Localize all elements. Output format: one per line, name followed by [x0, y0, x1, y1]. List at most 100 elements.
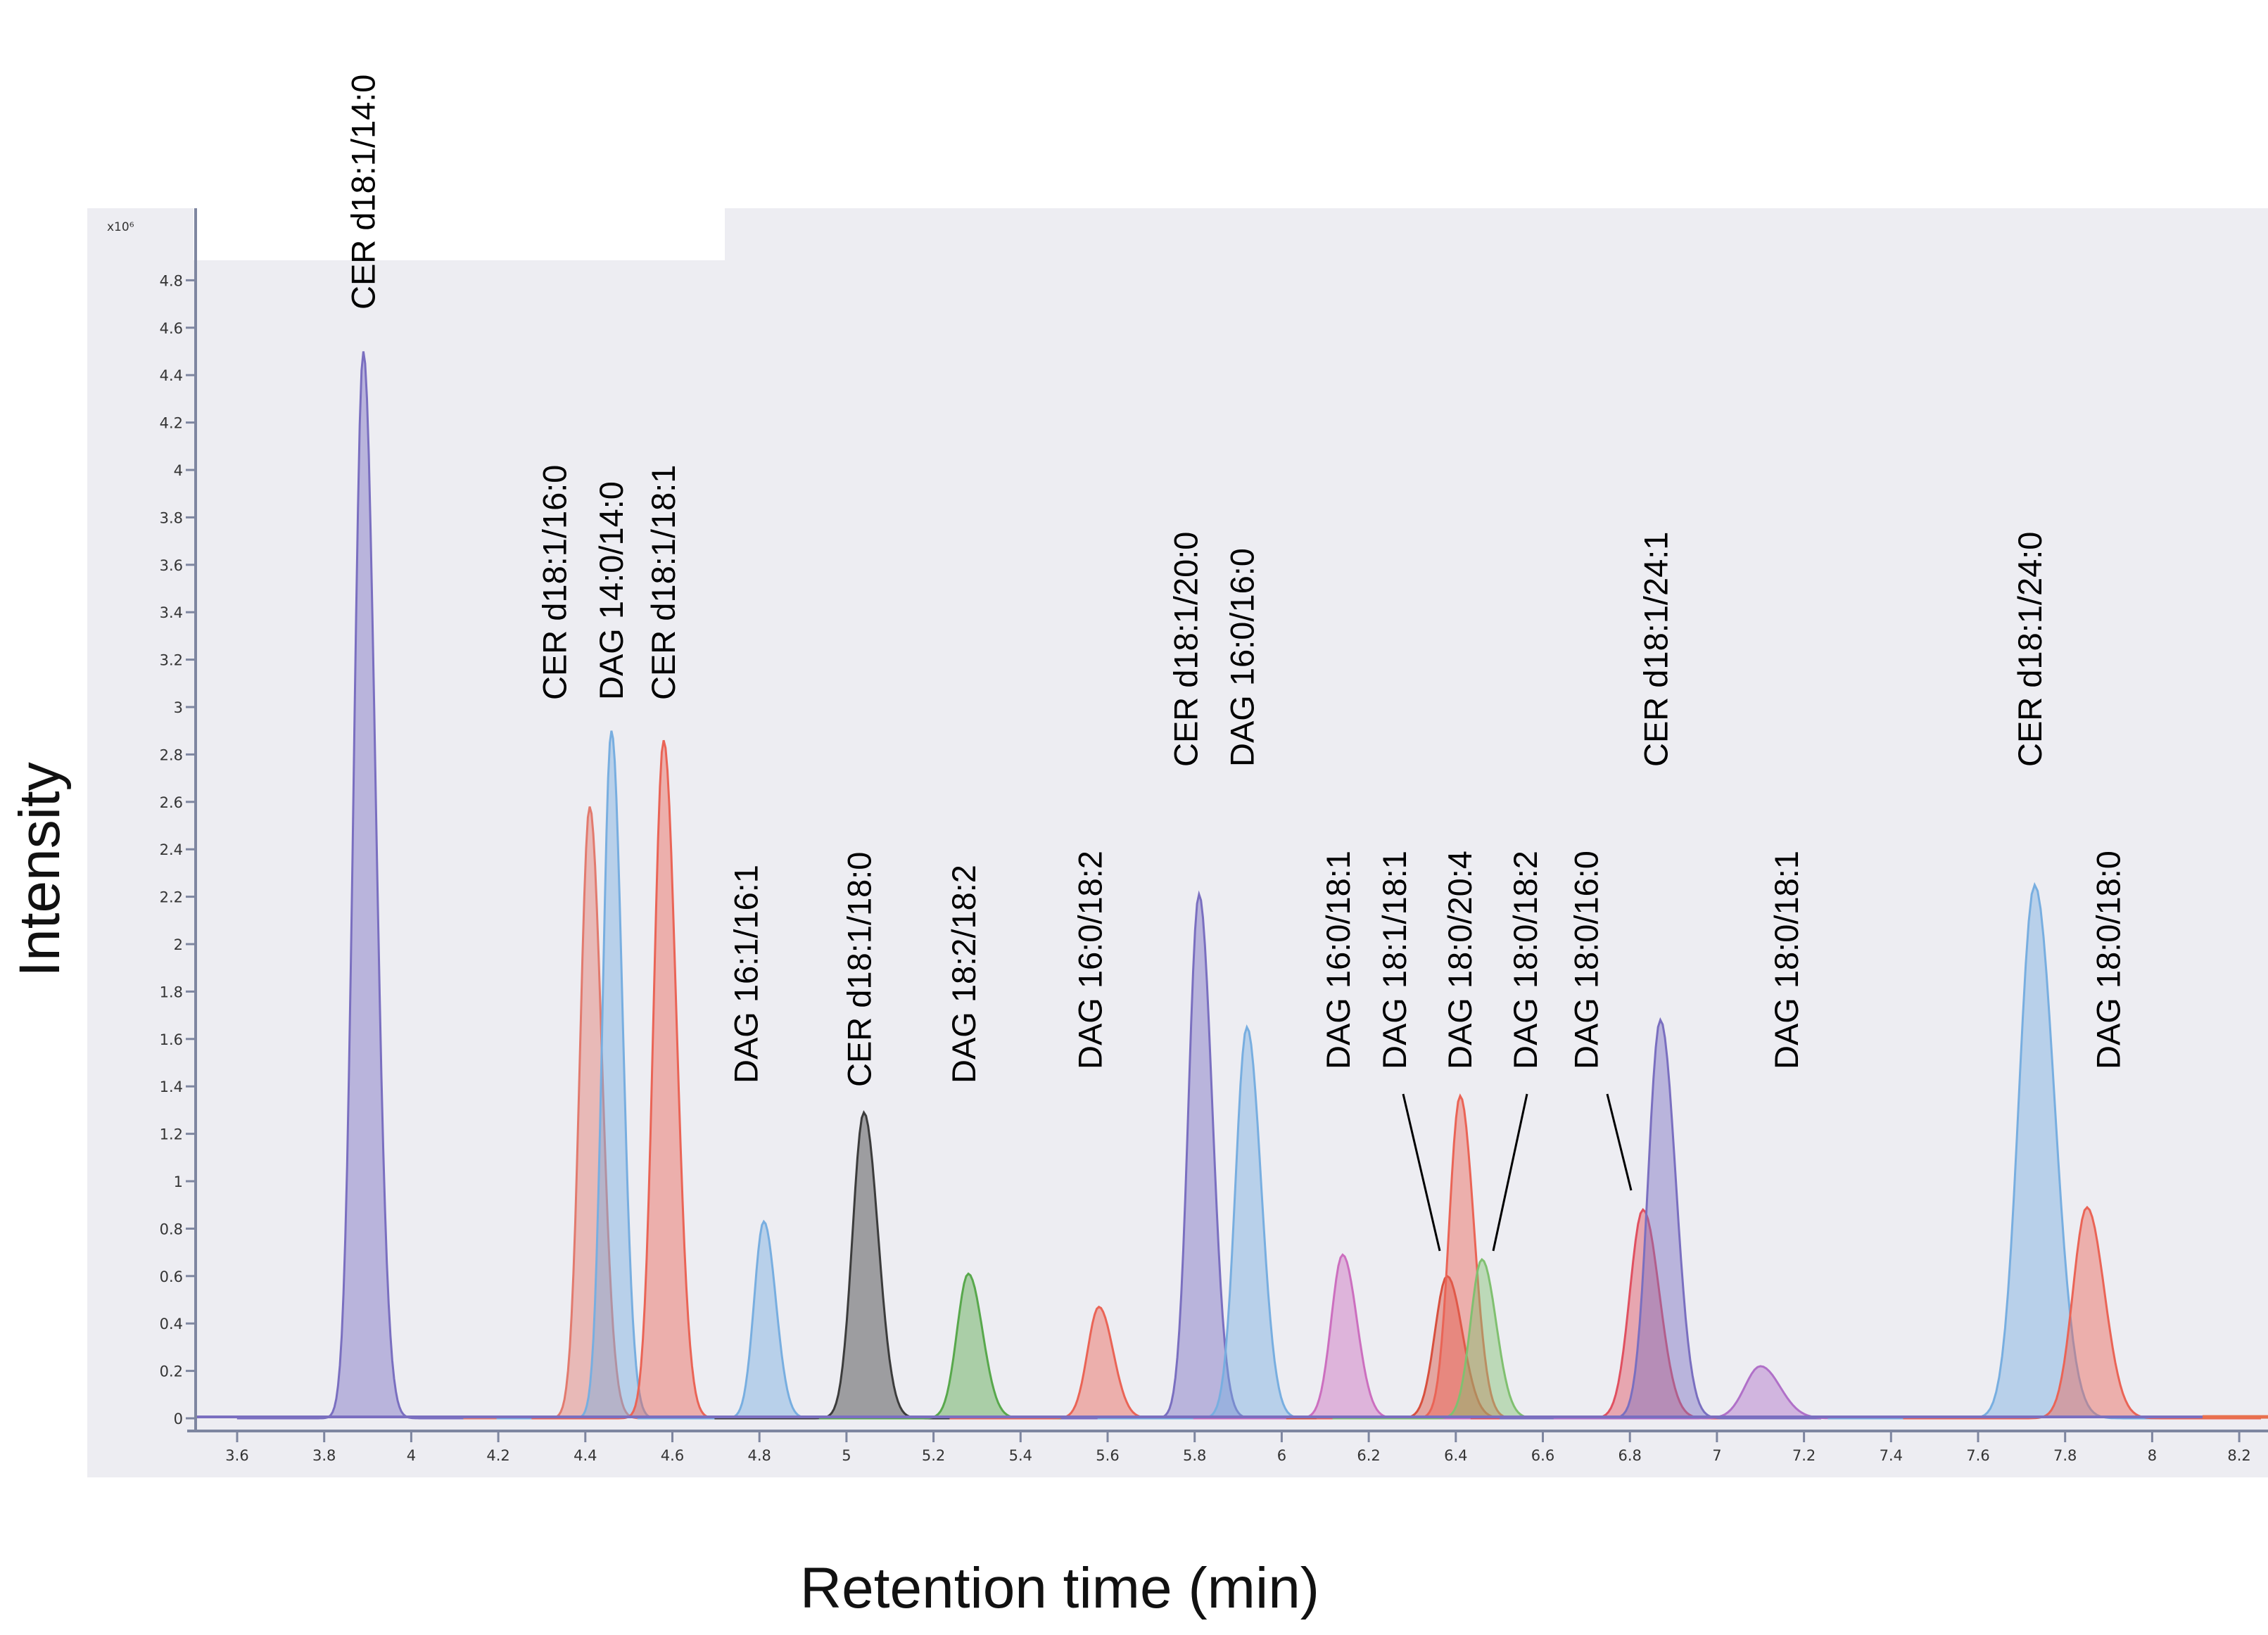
y-tick-label: 4.4 [160, 367, 183, 384]
peak-label: CER d18:1/14:0 [344, 75, 381, 310]
x-tick-label: 7.8 [2053, 1447, 2077, 1464]
x-tick-label: 3.6 [225, 1447, 248, 1464]
peak-label: CER d18:1/16:0 [536, 465, 574, 700]
peak-label: CER d18:1/20:0 [1167, 532, 1204, 767]
y-tick-label: 1.2 [160, 1126, 183, 1143]
peak-fill [637, 1221, 890, 1418]
peak-fill [463, 806, 716, 1418]
y-tick-label: 1 [174, 1173, 183, 1190]
peak-label: DAG 16:0/18:2 [1071, 851, 1108, 1069]
x-tick-label: 7.6 [1966, 1447, 1989, 1464]
x-tick-label: 4.2 [486, 1447, 509, 1464]
peak-fill [1827, 884, 2242, 1418]
leader-lines [1402, 1093, 1633, 1252]
peak-fill [949, 1306, 1248, 1418]
peak-label: DAG 18:0/20:4 [1441, 851, 1478, 1069]
y-tick-label: 0 [174, 1411, 183, 1427]
x-tick-label: 7 [1712, 1447, 1721, 1464]
peak-label: DAG 16:1/16:1 [728, 865, 765, 1083]
y-tick-label: 0.4 [160, 1316, 183, 1332]
peak-fill [1316, 1095, 1604, 1418]
x-tick-label: 5.2 [922, 1447, 945, 1464]
peak-fill [1193, 1254, 1493, 1418]
peak-label: CER d18:1/24:0 [2011, 532, 2048, 767]
y-axis-title: Intensity [8, 762, 72, 976]
peak-label: DAG 18:0/16:0 [1567, 851, 1604, 1069]
peak-fill [1499, 1019, 1822, 1418]
x-tick-label: 6.8 [1618, 1447, 1641, 1464]
peak-label: DAG 18:0/18:2 [1507, 851, 1544, 1069]
y-tick-label: 0.6 [160, 1268, 183, 1285]
peak-label: DAG 16:0/16:0 [1224, 548, 1261, 767]
y-tick-label: 1.4 [160, 1079, 183, 1095]
x-tick-label: 6.2 [1357, 1447, 1380, 1464]
y-tick-label: 3.6 [160, 557, 183, 574]
x-tick-label: 7.4 [1880, 1447, 1903, 1464]
peak-fill [1553, 1366, 1968, 1418]
x-tick-label: 4.6 [661, 1447, 684, 1464]
x-tick-label: 8.2 [2227, 1447, 2250, 1464]
peaks-layer [196, 351, 2268, 1420]
y-tick-label: 3.2 [160, 652, 183, 669]
peak-fill [1097, 1027, 1397, 1418]
y-tick-label: 1.8 [160, 984, 183, 1000]
y-tick-label: 3.8 [160, 509, 183, 526]
peak-label: DAG 18:0/18:0 [2090, 851, 2127, 1069]
y-tick-label: 2.2 [160, 889, 183, 906]
plot-header-patch [194, 197, 725, 260]
leader-line [1492, 1093, 1528, 1252]
peak-label: CER d18:1/24:1 [1637, 532, 1674, 767]
peak-fill [1470, 1209, 1816, 1418]
y-tick-label: 2.6 [160, 794, 183, 811]
y-tick-label: 4 [174, 462, 183, 479]
plot-area [87, 208, 2268, 1477]
y-tick-label: 3 [174, 699, 183, 716]
peak-fill [496, 730, 727, 1418]
peak-fill [714, 1112, 1013, 1418]
x-tick-label: 6.6 [1531, 1447, 1554, 1464]
x-tick-label: 6.4 [1444, 1447, 1467, 1464]
x-tick-label: 4.8 [747, 1447, 771, 1464]
y-tick-label: 2.4 [160, 841, 183, 858]
peak-label: DAG 18:0/18:1 [1768, 851, 1805, 1069]
peak-label: CER d18:1/18:0 [841, 852, 878, 1087]
peak-fill [531, 740, 796, 1418]
y-tick-label: 4.2 [160, 415, 183, 432]
x-tick-label: 5.6 [1096, 1447, 1119, 1464]
peak-label: DAG 16:0/18:1 [1319, 851, 1357, 1069]
x-tick-label: 3.8 [312, 1447, 336, 1464]
y-tick-label: 2.8 [160, 746, 183, 763]
x-tick-label: 5.4 [1009, 1447, 1032, 1464]
peak-labels-layer: CER d18:1/14:0 CER d18:1/16:0 DAG 14:0/14:… [344, 75, 2127, 1087]
peak-label: DAG 18:1/18:1 [1376, 851, 1413, 1069]
y-tick-label: 4.8 [160, 272, 183, 289]
axes-layer: 0 0.2 0.4 0.6 0.8 1 1.2 1.4 1.6 1.8 2 2.2 2.4 2.6 2.8 3… [160, 208, 2268, 1464]
x-tick-label: 4 [407, 1447, 416, 1464]
y-tick-label: 2 [174, 936, 183, 953]
peak-fill [1060, 894, 1337, 1418]
x-tick-label: 5.8 [1183, 1447, 1206, 1464]
x-tick-label: 7.2 [1792, 1447, 1816, 1464]
peak-fill [1332, 1259, 1632, 1418]
y-tick-label: 0.8 [160, 1221, 183, 1238]
y-tick-label: 1.6 [160, 1031, 183, 1048]
leader-line [1402, 1093, 1441, 1252]
y-tick-label: 4.6 [160, 320, 183, 337]
y-tick-label: 3.4 [160, 604, 183, 621]
peak-fill [1286, 1275, 1608, 1418]
x-tick-label: 6 [1277, 1447, 1286, 1464]
peak-fill [1903, 1207, 2261, 1418]
x-tick-label: 4.4 [574, 1447, 597, 1464]
y-multiplier-label: x10⁶ [107, 220, 134, 234]
x-tick-label: 5 [842, 1447, 851, 1464]
leader-line [1606, 1093, 1633, 1191]
x-tick-label: 8 [2148, 1447, 2157, 1464]
peak-fill [236, 351, 490, 1418]
peak-label: DAG 18:2/18:2 [945, 865, 982, 1083]
x-axis-title: Retention time (min) [800, 1556, 1319, 1620]
y-tick-label: 0.2 [160, 1363, 183, 1380]
peak-label: DAG 14:0/14:0 [593, 481, 630, 700]
peak-label: CER d18:1/18:1 [645, 465, 682, 700]
peak-fill [818, 1273, 1118, 1418]
